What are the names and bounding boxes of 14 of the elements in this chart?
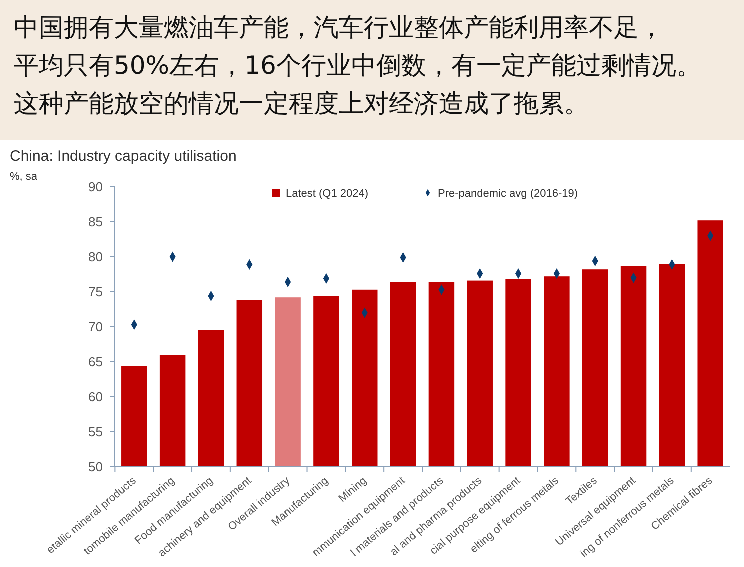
y-tick-label: 55 (88, 424, 103, 440)
y-tick-label: 70 (88, 320, 103, 335)
y-tick-label: 60 (88, 390, 103, 405)
y-tick-label: 85 (88, 214, 103, 230)
legend-label: Latest (Q1 2024) (286, 188, 369, 200)
y-axis-title: %, sa (10, 171, 38, 183)
y-tick-label: 75 (88, 284, 103, 300)
y-tick-label: 90 (88, 180, 103, 195)
chart-subtitle: China: Industry capacity utilisation (10, 148, 237, 165)
y-tick-label: 50 (88, 460, 103, 475)
y-tick-label: 65 (88, 354, 103, 370)
chart-title: 中国拥有大量燃油车产能，汽车行业整体产能利用率不足，平均只有50%左右，16个行业中倒数，有一定产能过剩情况。这种产能放空的情况一定程度上对经济造成了拖累。 (14, 13, 702, 118)
y-tick-label: 80 (88, 250, 103, 265)
legend-label: Pre-pandemic avg (2016-19) (438, 188, 578, 200)
